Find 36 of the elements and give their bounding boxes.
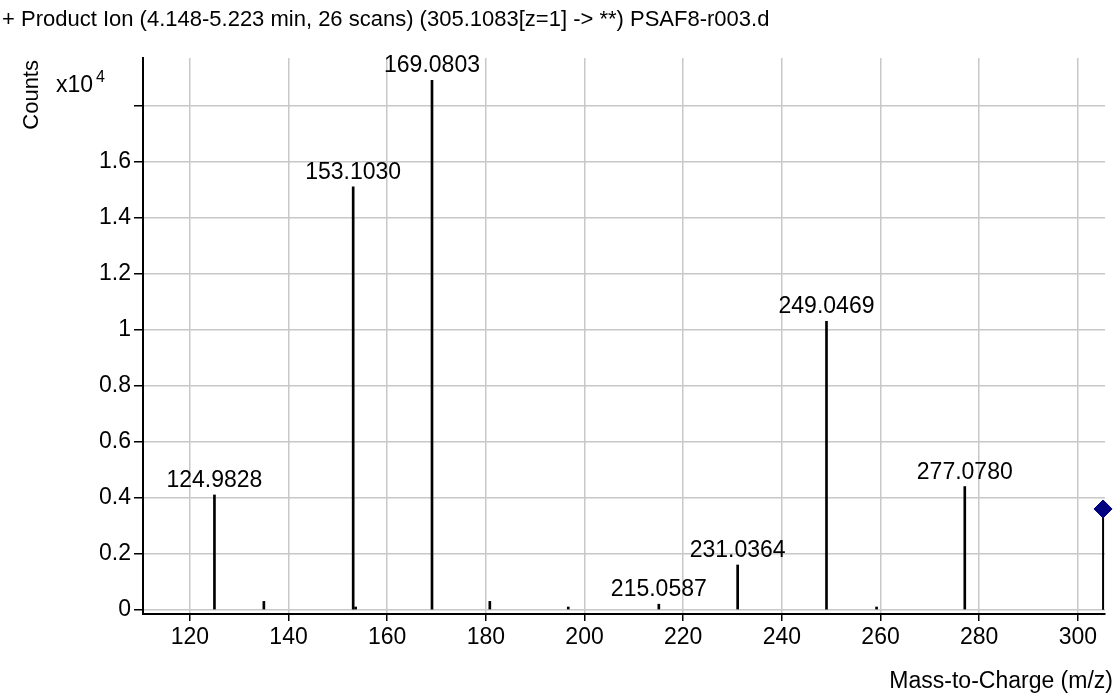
- y-tick-label: 1: [118, 315, 131, 342]
- bar: [963, 486, 967, 610]
- x-tick-label: 240: [762, 623, 802, 650]
- x-tick-label: 300: [1058, 623, 1098, 650]
- annotation: 215.0587: [610, 575, 707, 602]
- x-axis-title: Mass-to-Charge (m/z): [889, 667, 1113, 693]
- y-tick-label: 0.2: [99, 539, 131, 566]
- y-tick-label: 1.4: [99, 203, 132, 229]
- bar: [657, 603, 661, 610]
- y-tick-label: 0.4: [99, 483, 132, 510]
- annotation: 124.9828: [166, 465, 263, 492]
- y-tick-label: 1.2: [99, 259, 131, 286]
- annotation: 249.0469: [778, 292, 875, 319]
- chart-title: + Product Ion (4.148-5.223 min, 26 scans) (305.1083[z=1] -> **) PSAF8-r003.d: [2, 6, 770, 31]
- y-tick-label: 0: [118, 595, 131, 622]
- y-tick-label: 0.6: [99, 427, 131, 454]
- bar: [213, 494, 216, 610]
- x-tick-label: 260: [861, 623, 900, 650]
- x-tick-label: 160: [368, 623, 407, 650]
- annotation: 231.0364: [689, 535, 786, 562]
- y-axis-title: Counts: [18, 60, 43, 130]
- y-tick-label: 1.6: [99, 146, 131, 173]
- x-tick-label: 200: [565, 623, 604, 650]
- x-tick-label: 120: [170, 623, 210, 650]
- x-tick-label: 140: [269, 623, 308, 650]
- annotation: 153.1030: [305, 157, 402, 184]
- bar: [488, 601, 492, 610]
- x-tick-label: 280: [960, 623, 999, 650]
- annotation: 169.0803: [384, 51, 480, 78]
- y-tick-label: 0.8: [99, 371, 131, 398]
- bar: [825, 320, 828, 610]
- annotation: 277.0780: [916, 457, 1013, 484]
- bar: [736, 564, 739, 610]
- x-tick-label: 220: [664, 623, 703, 650]
- x-tick-label: 180: [466, 623, 506, 650]
- bar: [351, 186, 355, 610]
